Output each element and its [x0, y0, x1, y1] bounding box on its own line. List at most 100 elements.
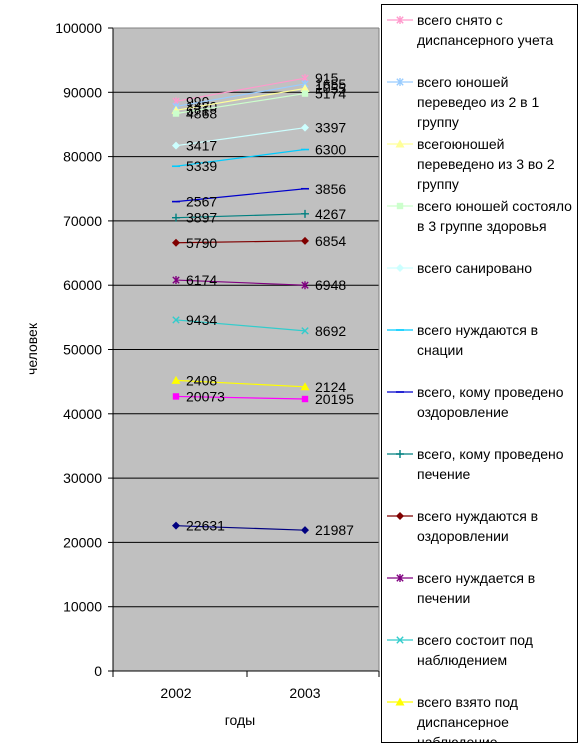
legend-item: всего нуждаются в оздоровлении: [382, 506, 577, 568]
series-line: [175, 319, 306, 332]
legend-marker: [396, 16, 404, 24]
legend-marker: [396, 450, 404, 458]
data-label: 915: [315, 70, 339, 86]
series-8: 3897 4267: [172, 206, 346, 226]
data-label: 3856: [315, 181, 346, 197]
legend-marker: [396, 574, 404, 582]
y-tick-label: 100000: [55, 20, 102, 36]
y-tick-label: 20000: [63, 534, 102, 550]
data-label: 6854: [315, 233, 346, 249]
legend-item: всегоюношей переведено из 3 во 2 группу: [382, 134, 577, 196]
series-line: [175, 240, 306, 244]
legend-item: всего нуждаются в снации: [382, 320, 577, 382]
data-label: 9434: [186, 312, 217, 328]
legend-key: [387, 697, 413, 706]
data-point: [172, 141, 180, 150]
data-label: 3417: [186, 138, 217, 154]
series-7: 2567 3856: [172, 181, 346, 210]
legend-key: [387, 450, 413, 458]
series-line: [175, 148, 306, 167]
series-line: [175, 213, 306, 219]
series-5: 3417 3397: [172, 120, 346, 154]
legend-label: всего снято с диспансерного учета: [417, 12, 554, 48]
data-label: 2408: [186, 372, 217, 388]
y-tick-label: 60000: [63, 277, 102, 293]
y-tick-label: 90000: [63, 84, 102, 100]
legend-item: всего, кому проведено печение: [382, 444, 577, 506]
legend-marker: [396, 636, 404, 644]
series-11: 9434 8692: [172, 312, 346, 339]
legend-key: [387, 264, 413, 272]
series-line: [175, 395, 306, 400]
data-point: [171, 375, 181, 384]
legend-marker: [396, 512, 404, 520]
data-point: [172, 238, 180, 247]
y-axis-label: человек: [24, 322, 40, 375]
legend-key: [387, 391, 413, 393]
data-label: 4868: [186, 106, 217, 122]
data-label: 20195: [315, 391, 354, 407]
legend-key: [387, 202, 413, 210]
legend-label: всего санировано: [417, 260, 533, 276]
x-axis-label: годы: [225, 712, 256, 728]
legend-item: всего взято под диспансерное наблюдение: [382, 692, 577, 743]
series-14: 22631 21987: [172, 518, 354, 538]
data-point: [300, 83, 310, 92]
legend-label: всего нуждаются в оздоровлении: [417, 508, 539, 544]
legend-item: всего снято с диспансерного учета: [382, 10, 577, 72]
data-label: 5790: [186, 235, 217, 251]
data-label: 6174: [186, 272, 217, 288]
y-tick-label: 80000: [63, 149, 102, 165]
data-point: [301, 90, 309, 97]
y-tick-label: 50000: [63, 342, 102, 358]
data-point: [301, 327, 309, 335]
y-tick-labels: 0 10000 20000 30000 40000 50000 60000 70000 8000…: [55, 20, 102, 679]
data-point: [301, 395, 309, 403]
series-13: 20073 20195: [172, 388, 354, 407]
data-label: 6948: [315, 277, 346, 293]
data-point: [301, 281, 309, 290]
legend-key: [387, 512, 413, 520]
data-label: 8692: [315, 323, 346, 339]
data-label: 3397: [315, 120, 346, 136]
legend-item: всего состоит под наблюдением: [382, 630, 577, 692]
legend-item: всего юношей переведео из 2 в 1 группу: [382, 72, 577, 134]
data-label: 2567: [186, 194, 217, 210]
data-label: 1655: [315, 76, 346, 92]
legend-label: всегоюношей переведено из 3 во 2 группу: [417, 136, 555, 192]
legend-marker: [396, 202, 404, 210]
data-point: [172, 316, 180, 324]
legend-item: всего юношей состояло в 3 группе здоровь…: [382, 196, 577, 258]
legend-label: всего взято под диспансерное наблюдение: [417, 694, 518, 743]
data-point: [301, 123, 309, 132]
data-point: [300, 382, 310, 391]
x-tick-label: 2002: [160, 685, 191, 701]
legend-item: всего санировано: [382, 258, 577, 320]
legend-key: [387, 636, 413, 644]
x-tick-label: 2003: [289, 685, 320, 701]
legend-marker: [396, 78, 404, 86]
data-label: 21987: [315, 522, 354, 538]
data-point: [172, 393, 180, 400]
x-tick-labels: 2002 2003: [160, 685, 320, 701]
series-line: [175, 92, 306, 115]
legend-label: всего, кому проведено печение: [417, 446, 564, 482]
series-6: 5339 6300: [172, 142, 346, 174]
y-tick-label: 70000: [63, 213, 102, 229]
legend-key: [387, 16, 413, 24]
legend-item: всего, кому проведено оздоровление: [382, 382, 577, 444]
legend-key: [387, 78, 413, 86]
data-label: 5174: [315, 86, 346, 102]
data-label: 3897: [186, 210, 217, 226]
series-10: 6174 6948: [172, 272, 346, 293]
legend-label: всего нуждаются в снации: [417, 322, 539, 358]
legend-label: всего юношей состояло в 3 группе здоровь…: [417, 198, 572, 234]
series-layer: 9909151420165567110554868517434173397533…: [171, 70, 354, 538]
y-tick-label: 30000: [63, 470, 102, 486]
data-point: [301, 209, 309, 218]
data-label: 22631: [186, 518, 225, 534]
legend-item: всего нуждается в печении: [382, 568, 577, 630]
legend-key: [387, 139, 413, 148]
